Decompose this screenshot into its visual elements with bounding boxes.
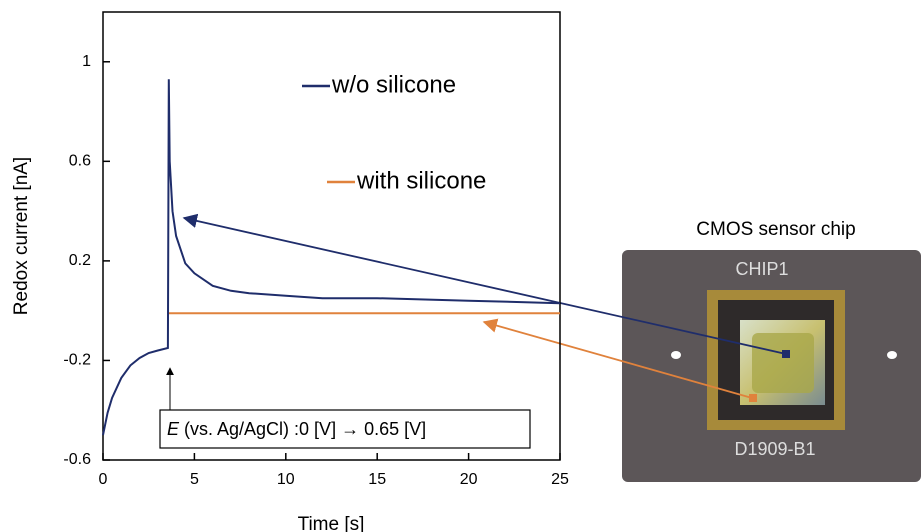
legend-label: w/o silicone xyxy=(331,71,456,98)
legend-label: with silicone xyxy=(356,167,486,194)
x-tick-label: 5 xyxy=(190,471,199,488)
callout-point xyxy=(782,350,790,358)
chip-marking: D1909-B1 xyxy=(734,439,815,459)
x-tick-label: 20 xyxy=(460,471,478,488)
x-tick-label: 25 xyxy=(551,471,569,488)
annotation-text: (vs. Ag/AgCl) :0 [V] → 0.65 [V] xyxy=(184,419,426,439)
y-tick-label: 0.6 xyxy=(69,153,91,170)
y-axis-label: Redox current [nA] xyxy=(11,157,32,315)
y-tick-label: -0.2 xyxy=(63,352,91,369)
x-axis-label: Time [s] xyxy=(298,514,365,532)
photo-title: CMOS sensor chip xyxy=(696,219,855,240)
y-tick-label: 0.2 xyxy=(69,252,91,269)
annotation: E(vs. Ag/AgCl) :0 [V] → 0.65 [V] xyxy=(167,419,426,439)
y-tick-label: -0.6 xyxy=(63,451,91,468)
y-tick-label: 1 xyxy=(82,53,91,70)
chip-photo: CHIP1 D1909-B1 xyxy=(622,250,921,482)
chart: CHIP1 D1909-B1 CMOS sensor chip 0 5 10 15 20… xyxy=(0,0,921,532)
annotation-symbol: E xyxy=(167,419,180,439)
x-tick-label: 15 xyxy=(368,471,386,488)
x-tick-label: 0 xyxy=(99,471,108,488)
chip-marking: CHIP1 xyxy=(735,259,788,279)
x-tick-label: 10 xyxy=(277,471,295,488)
callout-point xyxy=(749,394,757,402)
data-line xyxy=(103,79,560,435)
